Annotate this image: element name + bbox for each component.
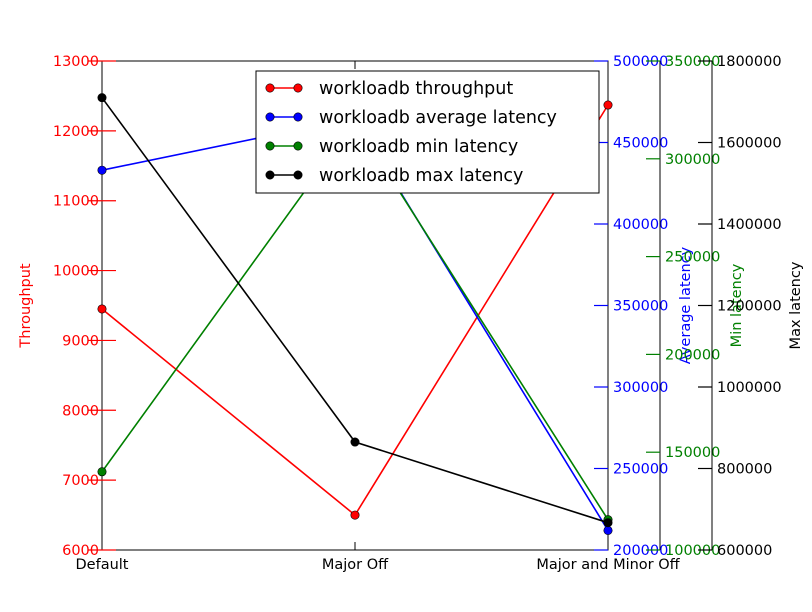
max-y-tick-label: 1600000: [717, 136, 782, 152]
throughput-y-tick-label: 9000: [62, 333, 99, 349]
legend-swatch-marker: [265, 112, 275, 122]
series-point-max: [97, 93, 107, 103]
series-point-min: [97, 467, 107, 477]
throughput-y-tick-label: 10000: [53, 264, 99, 280]
max-y-tick-label: 600000: [717, 543, 772, 559]
throughput-y-tick-label: 8000: [62, 403, 99, 419]
average-axis-label: Average latency: [678, 246, 694, 364]
average-y-tick-label: 250000: [613, 462, 668, 478]
legend-entry-label: workloadb min latency: [319, 137, 518, 157]
legend-entry-label: workloadb max latency: [319, 166, 523, 186]
throughput-y-tick-label: 12000: [53, 124, 99, 140]
throughput-y-tick-label: 6000: [62, 543, 99, 559]
min-axis-label: Min latency: [729, 263, 745, 347]
max-y-tick-label: 1000000: [717, 380, 782, 396]
series-point-max: [350, 437, 360, 447]
min-y-tick-label: 250000: [665, 250, 720, 266]
series-point-throughput: [97, 304, 107, 314]
throughput-y-tick-label: 13000: [53, 54, 99, 70]
average-y-tick-label: 450000: [613, 136, 668, 152]
average-y-tick-label: 400000: [613, 217, 668, 233]
max-y-tick-label: 800000: [717, 462, 772, 478]
legend: workloadb throughput workloadb average la…: [255, 70, 600, 194]
legend-entry-label: workloadb throughput: [319, 79, 513, 99]
series-point-average: [603, 525, 613, 535]
max-y-tick-label: 1200000: [717, 299, 782, 315]
legend-swatch-marker: [293, 83, 303, 93]
x-tick-label: Major and Minor Off: [536, 557, 680, 573]
throughput-y-tick-label: 11000: [53, 194, 99, 210]
series-point-throughput: [603, 100, 613, 110]
legend-swatch-marker: [265, 170, 275, 180]
legend-box: [255, 70, 600, 194]
series-point-max: [603, 518, 613, 528]
legend-entry-label: workloadb average latency: [319, 108, 557, 128]
max-axis-label: Max latency: [788, 261, 804, 349]
legend-swatch-marker: [265, 141, 275, 151]
min-y-tick-label: 100000: [665, 543, 720, 559]
average-y-tick-label: 500000: [613, 54, 668, 70]
throughput-y-tick-label: 7000: [62, 473, 99, 489]
average-y-tick-label: 300000: [613, 380, 668, 396]
legend-swatch-marker: [293, 170, 303, 180]
x-tick-label: Default: [76, 557, 129, 573]
series-point-average: [97, 165, 107, 175]
min-y-tick-label: 300000: [665, 152, 720, 168]
min-y-tick-label: 350000: [665, 54, 720, 70]
legend-swatch-marker: [293, 141, 303, 151]
x-tick-label: Major Off: [322, 557, 389, 573]
legend-swatch-marker: [293, 112, 303, 122]
average-y-tick-label: 350000: [613, 299, 668, 315]
axes-layer: Default Major Off Major and Minor Off 6000 7…: [18, 54, 804, 573]
max-y-tick-label: 1800000: [717, 54, 782, 70]
series-point-throughput: [350, 510, 360, 520]
legend-swatch-marker: [265, 83, 275, 93]
min-y-tick-label: 150000: [665, 445, 720, 461]
min-y-tick-label: 200000: [665, 347, 720, 363]
max-y-tick-label: 1400000: [717, 217, 782, 233]
average-y-tick-label: 200000: [613, 543, 668, 559]
throughput-axis-label: Throughput: [18, 263, 34, 349]
